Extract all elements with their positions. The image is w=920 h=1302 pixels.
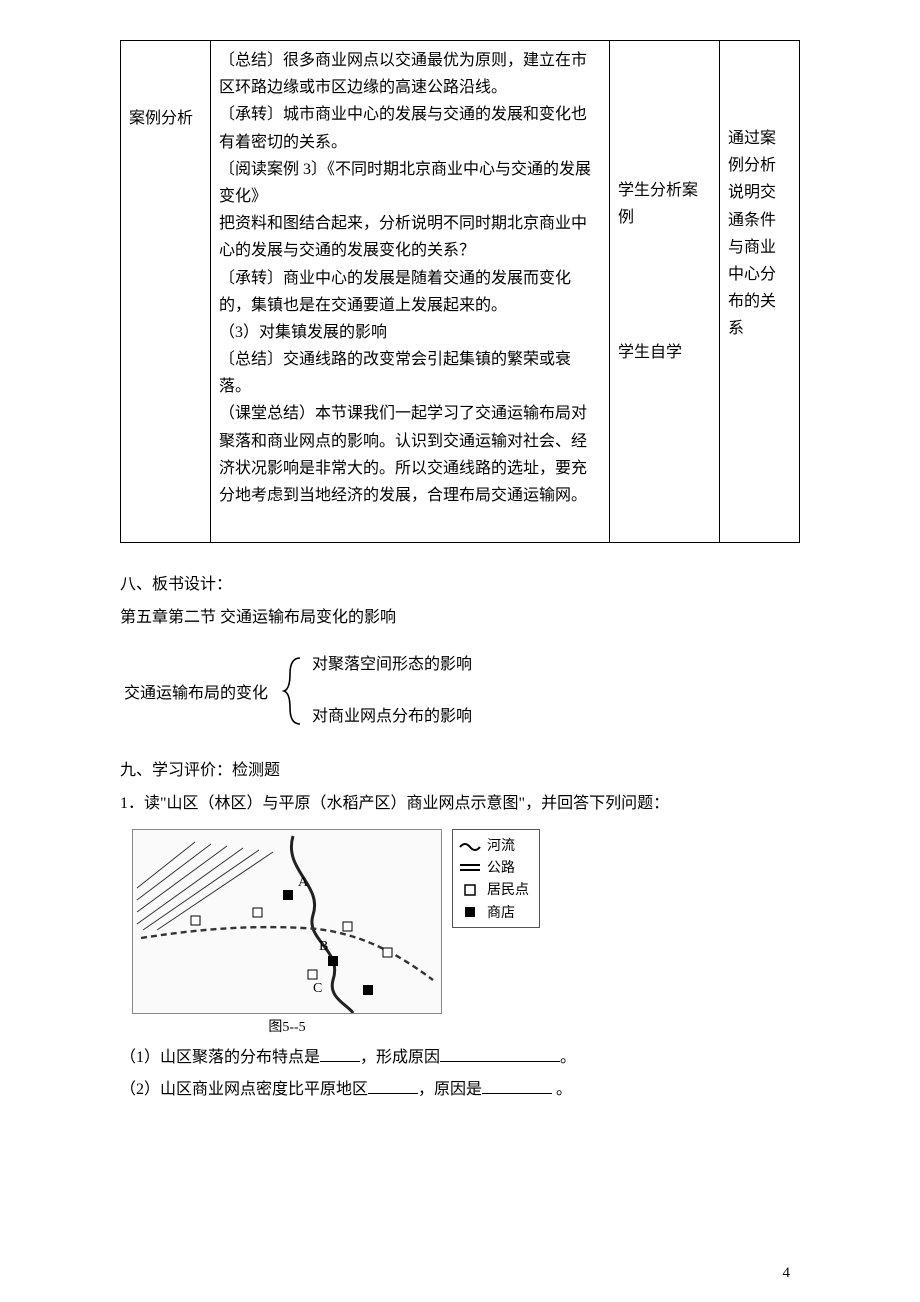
- table-col2: 〔总结〕很多商业网点以交通最优为原则，建立在市区环路边缘或市区边缘的高速公路沿线…: [211, 41, 610, 543]
- section9-heading: 九、学习评价：检测题: [120, 757, 800, 786]
- diagram-right-bottom: 对商业网点分布的影响: [312, 705, 472, 729]
- blank-4: [482, 1078, 552, 1094]
- blank-2: [440, 1046, 560, 1062]
- river-icon: [459, 839, 481, 851]
- blank-1: [320, 1046, 360, 1062]
- chapter-title: 第五章第二节 交通运输布局变化的影响: [120, 604, 800, 633]
- q2a-mid: ，原因是: [418, 1081, 482, 1098]
- col2-line: 〔阅读案例 3〕《不同时期北京商业中心与交通的发展变化》: [219, 156, 601, 210]
- legend-road: 公路: [487, 856, 515, 878]
- figure-caption: 图5--5: [132, 1016, 442, 1036]
- col2-line: 〔承转〕城市商业中心的发展与交通的发展和变化也有着密切的关系。: [219, 101, 601, 155]
- col2-line: （3）对集镇发展的影响: [219, 319, 601, 346]
- col4-text: 通过案例分析说明交通条件与商业中心分布的关系: [728, 125, 791, 343]
- table-col4: 通过案例分析说明交通条件与商业中心分布的关系: [720, 41, 800, 543]
- lesson-table: 案例分析 〔总结〕很多商业网点以交通最优为原则，建立在市区环路边缘或市区边缘的高…: [120, 40, 800, 543]
- table-col1: 案例分析: [121, 41, 211, 543]
- shop-icon: [459, 905, 481, 919]
- col2-line: 〔总结〕很多商业网点以交通最优为原则，建立在市区环路边缘或市区边缘的高速公路沿线…: [219, 47, 601, 101]
- table-col3: 学生分析案例 学生自学: [610, 41, 720, 543]
- section8-heading: 八、板书设计：: [120, 571, 800, 600]
- col1-label: 案例分析: [129, 110, 193, 127]
- branch-diagram: 交通运输布局的变化 对聚落空间形态的影响 对商业网点分布的影响: [120, 653, 800, 729]
- diagram-right-top: 对聚落空间形态的影响: [312, 653, 472, 677]
- col2-line: （课堂总结）本节课我们一起学习了交通运输布局对聚落和商业网点的影响。认识到交通运…: [219, 400, 601, 509]
- q2a-pre: （2）山区商业网点密度比平原地区: [120, 1081, 368, 1098]
- col2-line: 把资料和图结合起来，分析说明不同时期北京商业中心的发展与交通的发展变化的关系？: [219, 210, 601, 264]
- figure-legend: 河流 公路 居民点 商店: [452, 829, 540, 929]
- subquestion-1: （1）山区聚落的分布特点是 ，形成原因 。: [120, 1042, 800, 1074]
- diagram-left-label: 交通运输布局的变化: [124, 679, 268, 703]
- q1a-pre: （1）山区聚落的分布特点是: [120, 1049, 320, 1066]
- residence-icon: [459, 883, 481, 897]
- col2-line: 〔总结〕交通线路的改变常会引起集镇的繁荣或衰落。: [219, 346, 601, 400]
- q1a-end: 。: [560, 1049, 576, 1066]
- col2-line: 〔承转〕商业中心的发展是随着交通的发展而变化的，集镇也是在交通要道上发展起来的。: [219, 265, 601, 319]
- subquestion-2: （2）山区商业网点密度比平原地区 ，原因是 。: [120, 1074, 800, 1106]
- page-number: 4: [783, 1265, 791, 1282]
- figure-label-b: B: [319, 939, 328, 954]
- q1a-mid: ，形成原因: [360, 1049, 440, 1066]
- brace-icon: [282, 656, 304, 726]
- figure-5-5: A B C 图5--5 河流 公路: [132, 829, 800, 1036]
- col3-top: 学生分析案例: [618, 177, 711, 231]
- q2a-end: 。: [552, 1081, 572, 1098]
- figure-image: A B C: [132, 829, 442, 1014]
- figure-label-c: C: [313, 981, 322, 996]
- question-1-text: 1．读"山区（林区）与平原（水稻产区）商业网点示意图"，并回答下列问题：: [120, 790, 800, 819]
- col3-bottom: 学生自学: [618, 339, 711, 366]
- legend-shop: 商店: [487, 901, 515, 923]
- road-icon: [459, 861, 481, 873]
- legend-residence: 居民点: [487, 878, 529, 900]
- figure-label-a: A: [298, 875, 309, 890]
- legend-river: 河流: [487, 834, 515, 856]
- blank-3: [368, 1078, 418, 1094]
